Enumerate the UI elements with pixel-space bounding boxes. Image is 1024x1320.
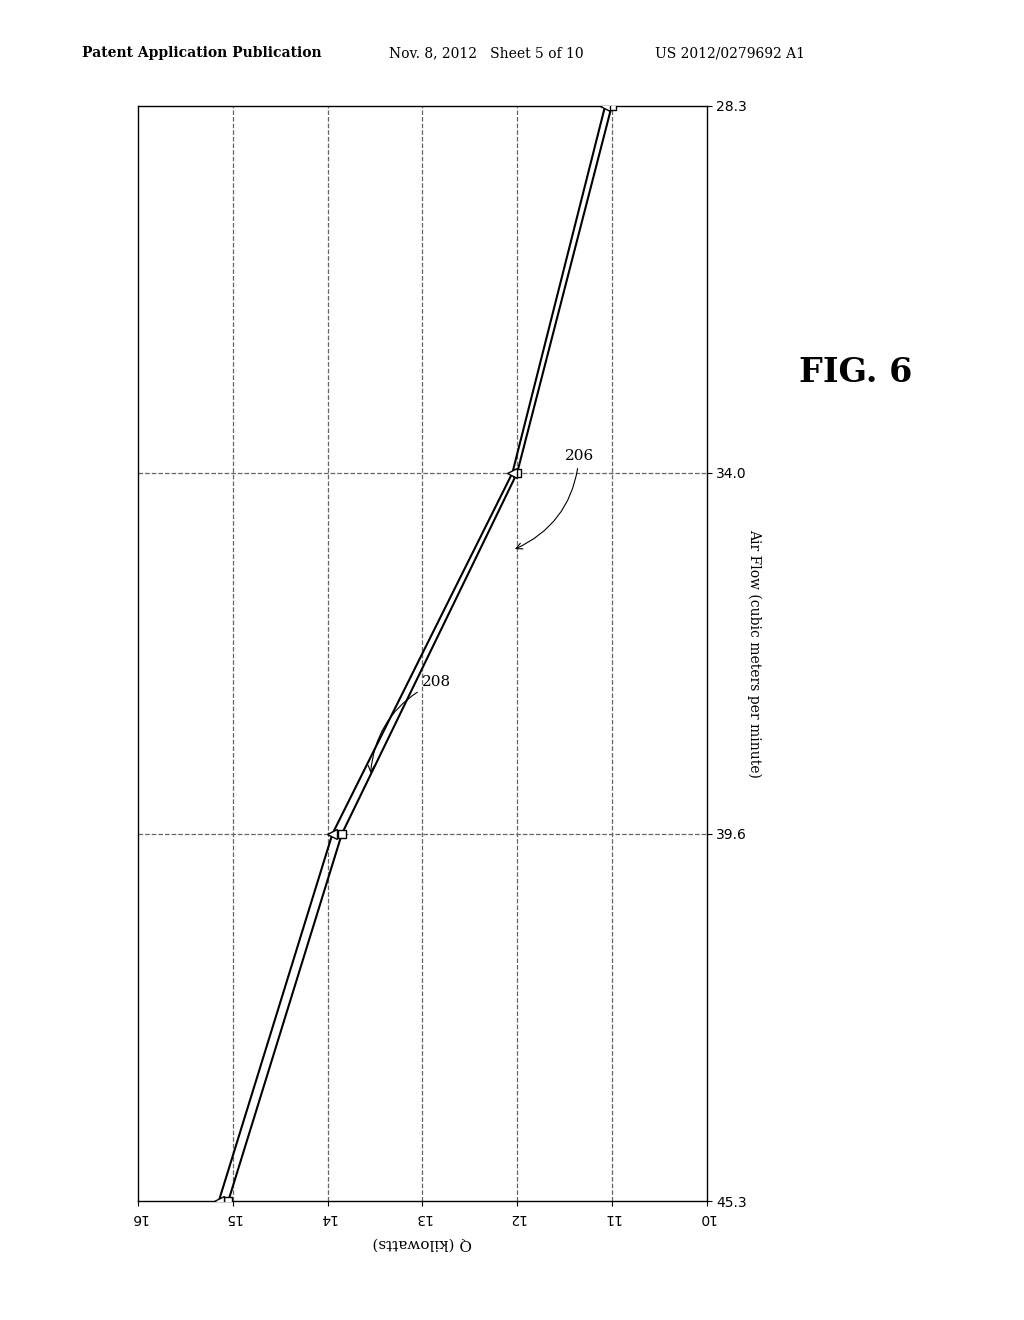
Text: US 2012/0279692 A1: US 2012/0279692 A1 [655,46,805,61]
Text: 208: 208 [369,675,452,772]
Y-axis label: Air Flow (cubic meters per minute): Air Flow (cubic meters per minute) [746,529,761,777]
Text: FIG. 6: FIG. 6 [799,356,912,389]
Text: Nov. 8, 2012   Sheet 5 of 10: Nov. 8, 2012 Sheet 5 of 10 [389,46,584,61]
Text: Patent Application Publication: Patent Application Publication [82,46,322,61]
X-axis label: Q (kilowatts): Q (kilowatts) [373,1236,472,1250]
Text: 206: 206 [516,449,594,549]
